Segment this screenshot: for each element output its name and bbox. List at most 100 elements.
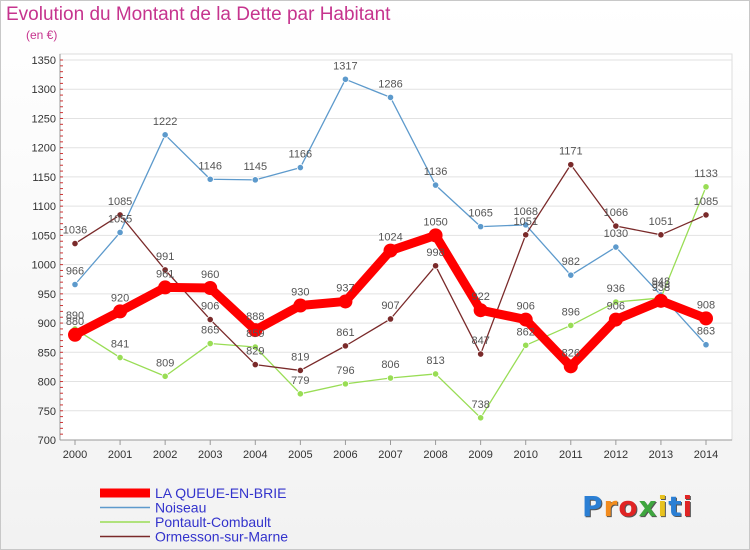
data-label: 906 <box>201 301 219 313</box>
data-point <box>116 228 124 237</box>
x-tick-label: 2000 <box>63 449 87 461</box>
x-tick-label: 2004 <box>243 449 267 461</box>
data-label: 1146 <box>198 160 222 172</box>
y-tick-label: 1300 <box>32 84 56 96</box>
data-label: 829 <box>246 346 264 358</box>
data-point <box>251 343 259 351</box>
data-point <box>161 131 169 139</box>
logo-letter: t <box>668 490 683 523</box>
data-point <box>567 321 575 330</box>
data-label: 960 <box>201 269 219 281</box>
logo-letter: o <box>618 490 639 523</box>
data-point <box>341 75 350 83</box>
data-label: 1133 <box>694 168 718 180</box>
data-point <box>206 315 214 324</box>
legend-label: Pontault-Combault <box>155 514 271 530</box>
data-label: 1222 <box>153 116 177 128</box>
data-point <box>71 239 79 248</box>
data-point <box>251 360 259 369</box>
data-point <box>338 294 353 309</box>
data-point <box>522 231 530 239</box>
data-label: 1051 <box>513 216 537 228</box>
data-point <box>293 298 308 313</box>
x-tick-label: 2006 <box>333 449 357 461</box>
data-point <box>341 380 350 388</box>
data-point <box>608 312 623 327</box>
data-label: 1055 <box>108 213 132 225</box>
data-label: 1085 <box>694 196 718 208</box>
data-label: 998 <box>426 247 444 259</box>
data-label: 1036 <box>63 225 87 237</box>
data-point <box>612 298 620 306</box>
logo-letter: x <box>638 490 658 523</box>
logo-letter: P <box>582 490 604 523</box>
data-point <box>206 175 214 183</box>
data-label: 1085 <box>108 196 132 208</box>
data-label: 1171 <box>559 146 583 158</box>
data-point <box>386 374 395 382</box>
data-point <box>699 311 713 326</box>
data-label: 1050 <box>423 216 447 228</box>
data-label: 930 <box>291 287 309 299</box>
chart-title: Evolution du Montant de la Dette par Hab… <box>6 4 391 25</box>
data-point <box>296 366 304 375</box>
data-point <box>522 221 530 229</box>
data-label: 847 <box>471 335 489 347</box>
data-point <box>386 315 395 323</box>
data-label: 906 <box>607 301 625 313</box>
y-tick-label: 700 <box>38 435 56 447</box>
data-point <box>161 372 169 380</box>
data-label: 948 <box>652 276 670 288</box>
data-point <box>68 327 82 342</box>
data-label: 1066 <box>604 207 628 219</box>
data-label: 966 <box>66 265 84 277</box>
x-tick-label: 2010 <box>513 449 537 461</box>
data-label: 888 <box>246 311 264 323</box>
x-tick-label: 2003 <box>198 449 222 461</box>
data-point <box>161 266 169 274</box>
data-label: 906 <box>517 301 535 313</box>
y-tick-label: 1200 <box>32 143 56 155</box>
data-label: 1051 <box>649 216 673 228</box>
data-point <box>116 353 124 362</box>
data-label: 961 <box>156 268 174 280</box>
x-tick-label: 2011 <box>559 449 583 461</box>
data-point <box>428 228 443 243</box>
data-label: 1068 <box>513 206 537 218</box>
data-point <box>431 262 440 270</box>
data-label: 890 <box>66 310 84 322</box>
data-label: 862 <box>517 326 535 338</box>
data-label: 863 <box>697 326 715 338</box>
data-label: 907 <box>381 300 399 312</box>
x-tick-label: 2002 <box>153 449 177 461</box>
data-label: 779 <box>291 375 309 387</box>
data-label: 1145 <box>243 161 267 173</box>
data-point <box>296 390 304 398</box>
data-point <box>612 222 620 230</box>
data-label: 938 <box>652 282 670 294</box>
data-label: 819 <box>291 351 309 363</box>
data-point <box>473 303 488 318</box>
data-point <box>702 211 710 219</box>
data-point <box>612 243 620 251</box>
data-point <box>296 163 304 172</box>
legend-label: LA QUEUE-EN-BRIE <box>155 485 286 501</box>
data-point <box>653 293 668 308</box>
y-tick-label: 800 <box>38 377 56 389</box>
data-point <box>567 271 575 279</box>
data-point <box>431 370 440 378</box>
data-label: 1024 <box>378 232 402 244</box>
data-label: 943 <box>652 279 670 291</box>
y-tick-label: 1150 <box>32 172 56 184</box>
data-label: 982 <box>562 256 580 268</box>
y-tick-label: 1100 <box>32 201 56 213</box>
data-point <box>71 280 79 289</box>
data-label: 880 <box>66 316 84 328</box>
data-point <box>158 280 173 295</box>
y-tick-label: 900 <box>38 318 56 330</box>
data-label: 738 <box>471 399 489 411</box>
data-point <box>702 341 710 349</box>
y-tick-label: 850 <box>38 347 56 359</box>
data-point <box>341 342 350 350</box>
